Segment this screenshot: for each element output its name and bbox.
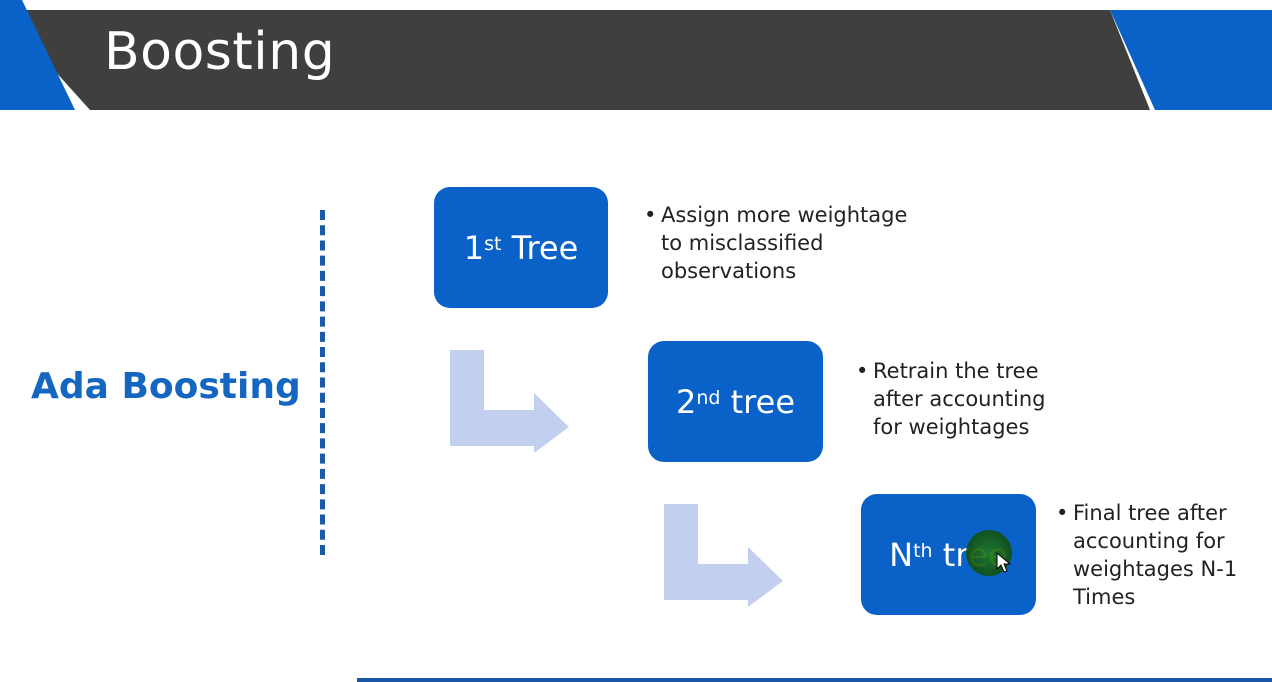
bullet-3-line-4: Times xyxy=(1073,585,1136,609)
bullet-icon: • xyxy=(856,359,869,383)
slide-title: Boosting xyxy=(104,22,336,82)
mouse-pointer-icon xyxy=(996,552,1012,573)
bullet-3-line-3: weightages N-1 xyxy=(1073,557,1238,581)
tree-box-nth-base: N xyxy=(889,535,914,574)
bullet-text-3: • Final tree after accounting for weight… xyxy=(1056,499,1238,611)
bullet-2-line-3: for weightages xyxy=(873,415,1030,439)
bullet-3-line-2: accounting for xyxy=(1073,529,1225,553)
bullet-icon: • xyxy=(1056,501,1069,525)
tree-box-nth-rest: tr xyxy=(932,535,969,574)
tree-box-nth-sup: th xyxy=(913,539,933,562)
bullet-1-line-2: to misclassified xyxy=(661,231,824,255)
bullet-icon: • xyxy=(644,203,657,227)
bullet-text-2: • Retrain the tree after accounting for … xyxy=(856,357,1046,441)
bottom-rule xyxy=(357,678,1272,682)
dashed-divider xyxy=(320,210,325,555)
tree-box-second-rest: tree xyxy=(720,382,795,421)
tree-box-nth: Nth tree xyxy=(861,494,1036,615)
elbow-arrow-1 xyxy=(450,350,569,453)
tree-box-first-rest: Tree xyxy=(501,228,579,267)
header-right-accent xyxy=(1110,10,1272,110)
bullet-1-line-1: Assign more weightage xyxy=(661,203,908,227)
section-label: Ada Boosting xyxy=(31,366,301,407)
tree-box-second-sup: nd xyxy=(696,386,721,409)
header-left-accent xyxy=(0,0,75,110)
tree-box-second-base: 2 xyxy=(675,382,697,421)
bullet-2-line-1: Retrain the tree xyxy=(873,359,1039,383)
bullet-2-line-2: after accounting xyxy=(873,387,1046,411)
tree-box-first-sup: st xyxy=(484,232,502,255)
header-dark-bar xyxy=(0,10,1150,110)
bullet-text-1: • Assign more weightage to misclassified… xyxy=(644,201,908,285)
bullet-3-line-1: Final tree after xyxy=(1073,501,1227,525)
elbow-arrow-2 xyxy=(664,504,783,607)
header-band xyxy=(0,0,1272,110)
tree-box-first-base: 1 xyxy=(463,228,485,267)
bullet-1-line-3: observations xyxy=(661,259,797,283)
